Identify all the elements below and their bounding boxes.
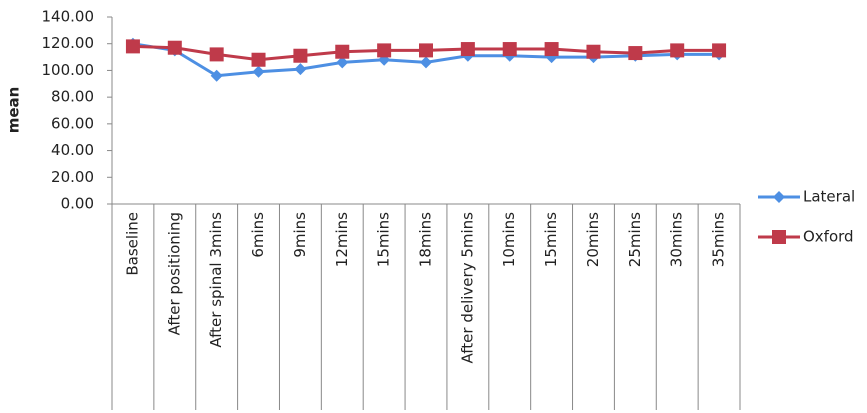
x-tick-label: 9mins [291, 212, 309, 258]
data-point [210, 69, 223, 82]
data-point [502, 42, 517, 57]
data-point [628, 46, 643, 61]
x-tick-label: After positioning [165, 212, 183, 335]
y-tick-label: 0.00 [61, 195, 94, 213]
data-point [335, 44, 350, 59]
x-tick-label: 10mins [500, 212, 518, 267]
data-point [712, 43, 727, 58]
data-point [251, 52, 266, 67]
legend-label: Lateral [803, 188, 855, 206]
legend-marker [772, 230, 786, 244]
y-tick-label: 100.00 [42, 61, 95, 79]
data-point [294, 63, 307, 76]
x-tick-label: 15mins [542, 212, 560, 267]
x-tick-label: 18mins [417, 212, 435, 267]
y-axis-label: mean [5, 87, 23, 134]
x-tick-label: 35mins [710, 212, 728, 267]
data-point [336, 56, 349, 69]
x-tick-label: 15mins [375, 212, 393, 267]
y-tick-label: 120.00 [42, 34, 95, 52]
y-tick-label: 20.00 [51, 168, 94, 186]
x-tick-label: 30mins [668, 212, 686, 267]
x-tick-label: Baseline [123, 212, 141, 276]
y-tick-label: 60.00 [51, 114, 94, 132]
data-point [209, 47, 224, 62]
y-tick-label: 140.00 [42, 8, 95, 26]
data-point [293, 48, 308, 63]
data-point [586, 44, 601, 59]
data-point [420, 56, 432, 69]
data-point [252, 65, 265, 78]
legend-marker [773, 191, 785, 203]
data-point [167, 40, 182, 55]
y-tick-label: 40.00 [51, 141, 94, 159]
x-tick-label: After delivery 5mins [458, 212, 476, 364]
data-point [419, 43, 433, 58]
x-tick-label: 6mins [249, 212, 267, 258]
x-tick-label: 25mins [626, 212, 644, 267]
data-point [460, 42, 475, 57]
data-point [125, 39, 140, 54]
data-point [544, 42, 559, 57]
data-point [377, 43, 392, 58]
data-point [670, 43, 685, 58]
x-tick-label: After spinal 3mins [207, 212, 225, 348]
x-tick-label: 20mins [584, 212, 602, 267]
legend-label: Oxford [803, 228, 854, 246]
x-tick-label: 12mins [333, 212, 351, 267]
y-tick-label: 80.00 [51, 88, 94, 106]
